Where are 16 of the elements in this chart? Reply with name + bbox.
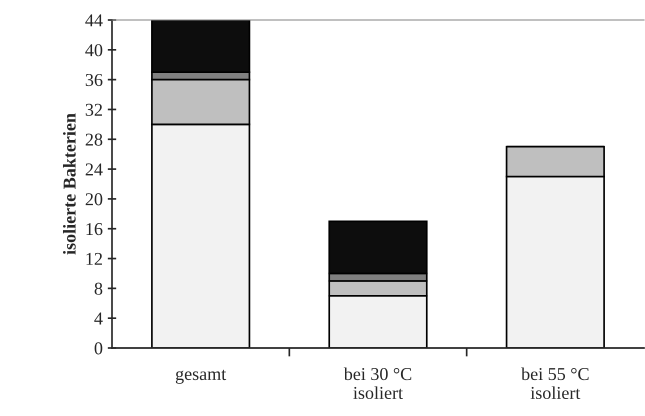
x-tick-label: bei 30 °C isoliert [344, 367, 412, 400]
y-tick-label: 28 [86, 134, 102, 146]
y-tick-label: 16 [86, 223, 102, 236]
y-tick-label: 4 [94, 312, 103, 324]
y-tick-label: 20 [86, 193, 102, 206]
y-axis-title: isolierte Bakterien [62, 113, 76, 255]
y-tick-label: 24 [86, 163, 103, 176]
y-tick-label: 8 [94, 282, 102, 295]
x-tick-label: gesamt [176, 370, 226, 384]
y-tick-label: 32 [86, 104, 102, 116]
y-tick-label: 36 [86, 74, 102, 86]
y-tick-label: 0 [94, 342, 102, 354]
y-tick-label: 44 [85, 14, 103, 26]
y-tick-label: 12 [86, 252, 102, 265]
x-tick-label: bei 55 °C isoliert [521, 367, 589, 400]
y-tick-label: 40 [85, 44, 102, 56]
